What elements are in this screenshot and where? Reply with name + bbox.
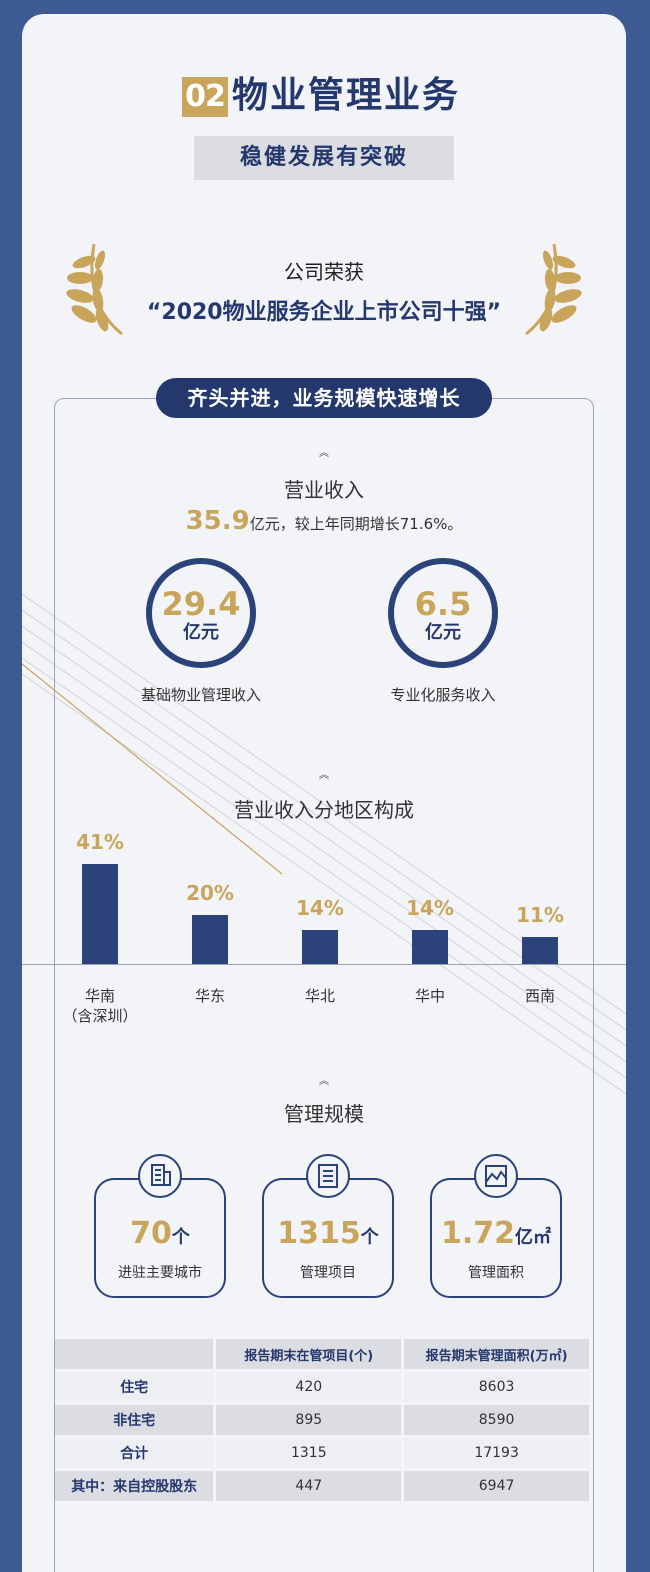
page-title: 物业管理业务 — [232, 75, 461, 116]
table-header-cell: 报告期末在管项目(个) — [216, 1339, 402, 1369]
scale-label: 进驻主要城市 — [118, 1265, 202, 1281]
circle-unit: 亿元 — [425, 622, 461, 643]
chevron-up-icon: ︽ — [319, 448, 329, 459]
revenue-circle-basic: 29.4 亿元 — [146, 558, 256, 668]
table-cell: 非住宅 — [55, 1405, 214, 1435]
scale-box-area: 1.72亿㎡ 管理面积 — [430, 1178, 562, 1298]
building-icon — [138, 1154, 182, 1198]
table-header-cell — [55, 1339, 214, 1369]
section-banner: 齐头并进，业务规模快速增长 — [156, 378, 492, 418]
table-row: 非住宅 895 8590 — [55, 1405, 589, 1435]
table-cell: 420 — [216, 1372, 402, 1402]
revenue-total-value: 35.9 — [185, 506, 250, 536]
regional-title: 营业收入分地区构成 — [234, 798, 414, 822]
chevron-up-icon: ︽ — [319, 770, 329, 781]
scale-value: 1.72 — [440, 1216, 516, 1251]
revenue-circle-special: 6.5 亿元 — [388, 558, 498, 668]
table-cell: 895 — [216, 1405, 402, 1435]
scale-value: 70 — [130, 1216, 172, 1251]
table-header-cell: 报告期末管理面积(万㎡) — [404, 1339, 589, 1369]
table-row: 其中：来自控股股东 447 6947 — [55, 1471, 589, 1501]
page-subtitle: 稳健发展有突破 — [194, 136, 454, 180]
revenue-label-special: 专业化服务收入 — [390, 686, 496, 704]
table-cell: 其中：来自控股股东 — [55, 1471, 214, 1501]
table-cell: 住宅 — [55, 1372, 214, 1402]
table-row: 住宅 420 8603 — [55, 1372, 589, 1402]
table-cell: 17193 — [404, 1438, 589, 1468]
area-icon — [474, 1154, 518, 1198]
circle-unit: 亿元 — [183, 622, 219, 643]
award-intro: 公司荣获 — [284, 260, 364, 284]
scale-table: 报告期末在管项目(个) 报告期末管理面积(万㎡) 住宅 420 8603 非住宅… — [52, 1336, 592, 1504]
section-number: 02 — [182, 77, 228, 117]
scale-label: 管理面积 — [468, 1265, 524, 1281]
scale-value: 1315 — [277, 1216, 361, 1251]
scale-label: 管理项目 — [300, 1265, 356, 1281]
chevron-up-icon: ︽ — [319, 1076, 329, 1087]
table-cell: 8590 — [404, 1405, 589, 1435]
scale-title: 管理规模 — [284, 1102, 364, 1126]
table-header-row: 报告期末在管项目(个) 报告期末管理面积(万㎡) — [55, 1339, 589, 1369]
table-cell: 6947 — [404, 1471, 589, 1501]
main-card: 02 物业管理业务 稳健发展有突破 公司荣获 “2020物业服务企业 — [22, 14, 626, 1572]
table-row: 合计 1315 17193 — [55, 1438, 589, 1468]
chart-axis — [22, 964, 626, 965]
scale-unit: 个 — [360, 1227, 379, 1248]
revenue-total-suffix: 亿元，较上年同期增长71.6%。 — [249, 515, 463, 533]
table-cell: 447 — [216, 1471, 402, 1501]
revenue-title: 营业收入 — [284, 478, 364, 502]
laurel-left-icon — [66, 243, 123, 336]
table-cell: 合计 — [55, 1438, 214, 1468]
scale-unit: 亿㎡ — [515, 1227, 552, 1248]
circle-value: 29.4 — [161, 585, 241, 623]
revenue-summary: 35.9亿元，较上年同期增长71.6%。 — [22, 506, 626, 536]
award-title: “2020物业服务企业上市公司十强” — [146, 300, 502, 325]
scale-unit: 个 — [171, 1227, 190, 1248]
table-cell: 1315 — [216, 1438, 402, 1468]
revenue-label-basic: 基础物业管理收入 — [140, 686, 261, 704]
list-icon — [306, 1154, 350, 1198]
circle-value: 6.5 — [414, 585, 472, 623]
table-cell: 8603 — [404, 1372, 589, 1402]
laurel-right-icon — [525, 243, 582, 336]
